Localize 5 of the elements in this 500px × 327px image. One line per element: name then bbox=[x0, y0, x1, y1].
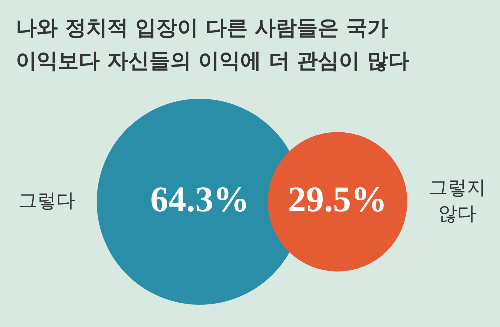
data-label: 64.3% bbox=[150, 179, 250, 220]
data-label: 29.5% bbox=[288, 179, 388, 220]
category-label: 그렇다 bbox=[18, 190, 76, 212]
category-label: 그렇지 않다 bbox=[429, 176, 486, 225]
text: 나와 정치적 입장이 다른 사람들은 국가 이익보다 자신들의 이익에 더 관심이 많다 bbox=[15, 15, 411, 75]
